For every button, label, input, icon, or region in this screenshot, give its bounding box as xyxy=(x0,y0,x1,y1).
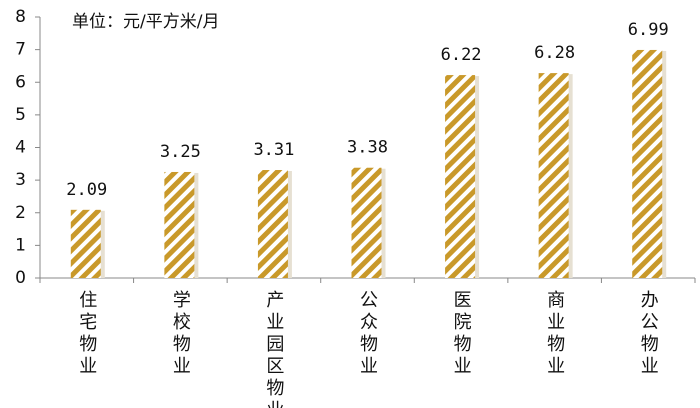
x-tick-label: 公众物业 xyxy=(357,290,378,378)
y-tick-label: 3 xyxy=(15,170,26,190)
bar xyxy=(257,170,288,278)
y-tick-label: 2 xyxy=(15,203,26,223)
bar xyxy=(351,167,382,278)
y-tick-label: 1 xyxy=(15,235,26,255)
unit-label: 单位：元/平方米/月 xyxy=(72,12,219,32)
x-tick-label: 医院物业 xyxy=(451,290,472,378)
y-tick-label: 7 xyxy=(15,40,26,60)
y-tick-label: 8 xyxy=(15,7,26,27)
x-tick-label: 住宅物业 xyxy=(76,290,97,378)
y-tick-label: 4 xyxy=(15,138,26,158)
data-label: 2.09 xyxy=(66,180,107,200)
y-tick-label: 5 xyxy=(15,105,26,125)
data-label: 3.38 xyxy=(347,138,388,158)
data-label: 6.28 xyxy=(534,43,575,63)
bar xyxy=(632,49,663,278)
data-label: 6.99 xyxy=(628,20,669,40)
data-label: 3.31 xyxy=(253,140,294,160)
bar xyxy=(445,75,476,278)
bar xyxy=(538,73,569,279)
bar xyxy=(70,209,101,278)
y-tick-label: 6 xyxy=(15,72,26,92)
x-tick-label: 商业物业 xyxy=(544,290,565,378)
x-tick-label: 办公物业 xyxy=(638,290,659,378)
y-tick-label: 0 xyxy=(15,268,26,288)
bar xyxy=(164,171,195,278)
data-label: 6.22 xyxy=(441,45,482,65)
x-tick-label: 学校物业 xyxy=(170,290,191,378)
data-label: 3.25 xyxy=(160,142,201,162)
x-tick-label: 产业园区物业 xyxy=(263,290,284,408)
